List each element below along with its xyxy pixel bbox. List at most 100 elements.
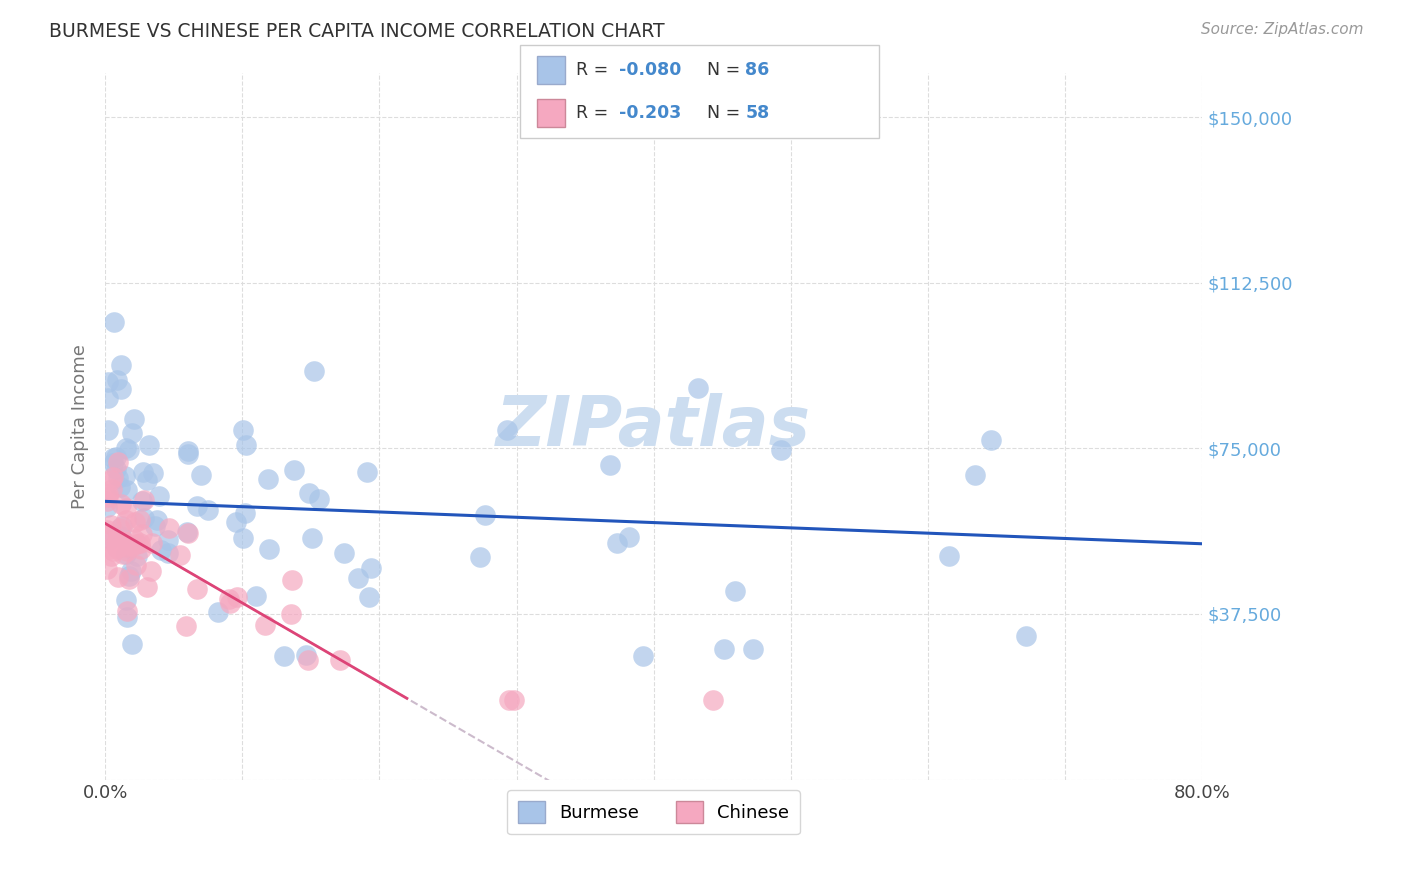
- Text: ZIPatlas: ZIPatlas: [496, 392, 811, 459]
- Point: [125, 549, 148, 563]
- Point: [101, 470, 124, 484]
- Point: [141, 536, 163, 550]
- Point: [96, 500, 118, 515]
- Point: [111, 519, 134, 533]
- Point: [1014, 629, 1036, 643]
- Point: [686, 381, 709, 395]
- Point: [117, 541, 139, 555]
- Point: [963, 467, 986, 482]
- Point: [186, 582, 208, 597]
- Point: [101, 544, 124, 558]
- Text: 58: 58: [745, 104, 769, 122]
- Point: [146, 513, 169, 527]
- Point: [103, 315, 125, 329]
- Text: -0.080: -0.080: [619, 61, 681, 78]
- Point: [100, 518, 122, 533]
- Point: [298, 485, 321, 500]
- Point: [257, 472, 280, 486]
- Point: [110, 529, 132, 543]
- Point: [120, 564, 142, 578]
- Point: [115, 442, 138, 456]
- Point: [156, 533, 179, 548]
- Point: [97, 375, 120, 389]
- Text: R =: R =: [576, 61, 614, 78]
- Text: -0.203: -0.203: [619, 104, 681, 122]
- Point: [115, 543, 138, 558]
- Point: [110, 496, 132, 510]
- Point: [105, 373, 128, 387]
- Point: [302, 363, 325, 377]
- Point: [346, 571, 368, 585]
- Point: [101, 482, 124, 496]
- Point: [112, 548, 135, 562]
- Point: [134, 511, 156, 525]
- Point: [97, 490, 120, 504]
- Point: [280, 574, 302, 588]
- Point: [741, 641, 763, 656]
- Point: [606, 536, 628, 550]
- Point: [117, 483, 139, 497]
- Point: [713, 642, 735, 657]
- Point: [107, 570, 129, 584]
- Point: [118, 443, 141, 458]
- Y-axis label: Per Capita Income: Per Capita Income: [72, 343, 89, 508]
- Point: [225, 515, 247, 529]
- Point: [145, 519, 167, 533]
- Point: [132, 493, 155, 508]
- Point: [97, 487, 120, 501]
- Point: [121, 426, 143, 441]
- Point: [150, 543, 173, 558]
- Point: [360, 561, 382, 575]
- Point: [115, 604, 138, 618]
- Point: [110, 359, 132, 373]
- Point: [225, 590, 247, 604]
- Text: R =: R =: [576, 104, 614, 122]
- Point: [108, 480, 131, 494]
- Point: [329, 653, 352, 667]
- Point: [294, 648, 316, 662]
- Point: [108, 521, 131, 535]
- Point: [207, 605, 229, 619]
- Point: [114, 512, 136, 526]
- Legend: Burmese, Chinese: Burmese, Chinese: [508, 790, 800, 834]
- Point: [114, 501, 136, 516]
- Point: [96, 562, 118, 576]
- Point: [359, 591, 381, 605]
- Point: [148, 490, 170, 504]
- Point: [769, 442, 792, 457]
- Point: [112, 535, 135, 549]
- Point: [122, 533, 145, 547]
- Point: [135, 474, 157, 488]
- Point: [599, 458, 621, 473]
- Point: [118, 572, 141, 586]
- Point: [101, 456, 124, 470]
- Point: [96, 523, 118, 537]
- Point: [468, 549, 491, 564]
- Point: [190, 468, 212, 483]
- Point: [356, 465, 378, 479]
- Point: [617, 530, 640, 544]
- Point: [131, 526, 153, 541]
- Text: Source: ZipAtlas.com: Source: ZipAtlas.com: [1201, 22, 1364, 37]
- Point: [129, 513, 152, 527]
- Point: [132, 465, 155, 479]
- Point: [131, 542, 153, 557]
- Point: [129, 536, 152, 550]
- Point: [115, 547, 138, 561]
- Point: [104, 462, 127, 476]
- Point: [139, 564, 162, 578]
- Point: [633, 648, 655, 663]
- Point: [308, 492, 330, 507]
- Point: [297, 653, 319, 667]
- Point: [136, 581, 159, 595]
- Point: [103, 451, 125, 466]
- Point: [233, 506, 256, 520]
- Point: [254, 618, 277, 632]
- Point: [176, 619, 198, 633]
- Point: [245, 590, 267, 604]
- Point: [100, 549, 122, 564]
- Point: [96, 494, 118, 508]
- Point: [131, 494, 153, 508]
- Point: [157, 521, 180, 535]
- Point: [115, 593, 138, 607]
